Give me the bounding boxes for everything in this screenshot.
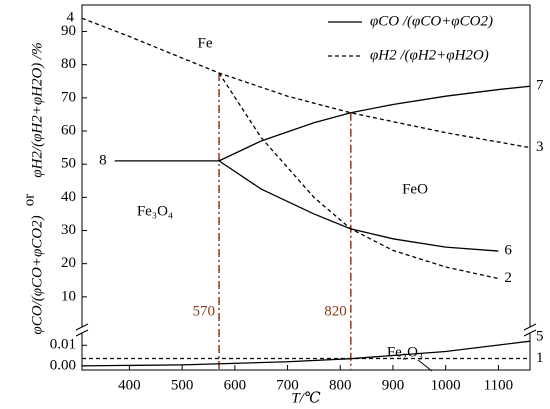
x-tick-label: 800 <box>329 377 352 393</box>
y-tick-label: 70 <box>61 89 76 105</box>
region-label: Fe₂O₃ <box>387 344 423 360</box>
series-line <box>218 85 531 162</box>
y-axis-label: φCO/(φCO+φCO2) <box>29 215 45 334</box>
y-tick-label: 0.00 <box>50 357 76 373</box>
x-tick-label: 400 <box>118 377 141 393</box>
region-label: Fe <box>198 35 213 51</box>
axis-break-gap <box>76 327 88 333</box>
leader-line <box>417 359 433 372</box>
legend-label: φCO /(φCO+φCO2) <box>370 13 493 29</box>
curve-label: 8 <box>99 152 107 168</box>
y-tick-label: 10 <box>61 288 76 304</box>
curve-label: 3 <box>536 139 544 155</box>
y-tick-label: 60 <box>61 122 76 138</box>
curve-label: 2 <box>504 270 512 286</box>
series-line <box>81 340 531 367</box>
x-axis-label: T/℃ <box>291 390 321 406</box>
curve-label: 1 <box>536 350 544 366</box>
y-tick-label: 20 <box>61 255 76 271</box>
curve-label: 7 <box>536 78 544 94</box>
x-tick-label: 500 <box>171 377 194 393</box>
reference-label: 570 <box>193 303 216 319</box>
x-tick-label: 600 <box>224 377 247 393</box>
y-axis-label: φH2/(φH2+φH2O) /% <box>29 42 45 177</box>
region-label: FeO <box>402 181 428 197</box>
y-tick-label: 40 <box>61 189 76 205</box>
region-label: Fe₃O₄ <box>137 203 173 219</box>
y-tick-label: 30 <box>61 222 76 238</box>
reference-label: 820 <box>324 303 347 319</box>
y-axis-label: or <box>21 194 37 207</box>
x-tick-label: 900 <box>382 377 405 393</box>
y-tick-label: 0.01 <box>50 337 76 353</box>
legend-label: φH2 /(φH2+φH2O) <box>370 47 489 63</box>
y-tick-label: 90 <box>61 23 76 39</box>
y-tick-label: 80 <box>61 56 76 72</box>
curve-label: 6 <box>504 243 512 259</box>
plot-frame <box>81 4 531 371</box>
axis-break-gap <box>524 327 536 333</box>
x-tick-label: 1000 <box>431 377 461 393</box>
curve-label: 5 <box>536 329 544 345</box>
y-tick-label: 50 <box>61 156 76 172</box>
series-line <box>218 72 499 280</box>
series-line <box>81 17 531 149</box>
curve-label: 4 <box>67 10 75 26</box>
x-tick-label: 700 <box>276 377 299 393</box>
axis-break-mark <box>75 323 537 337</box>
x-tick-label: 1100 <box>484 377 513 393</box>
series-line <box>218 160 499 252</box>
